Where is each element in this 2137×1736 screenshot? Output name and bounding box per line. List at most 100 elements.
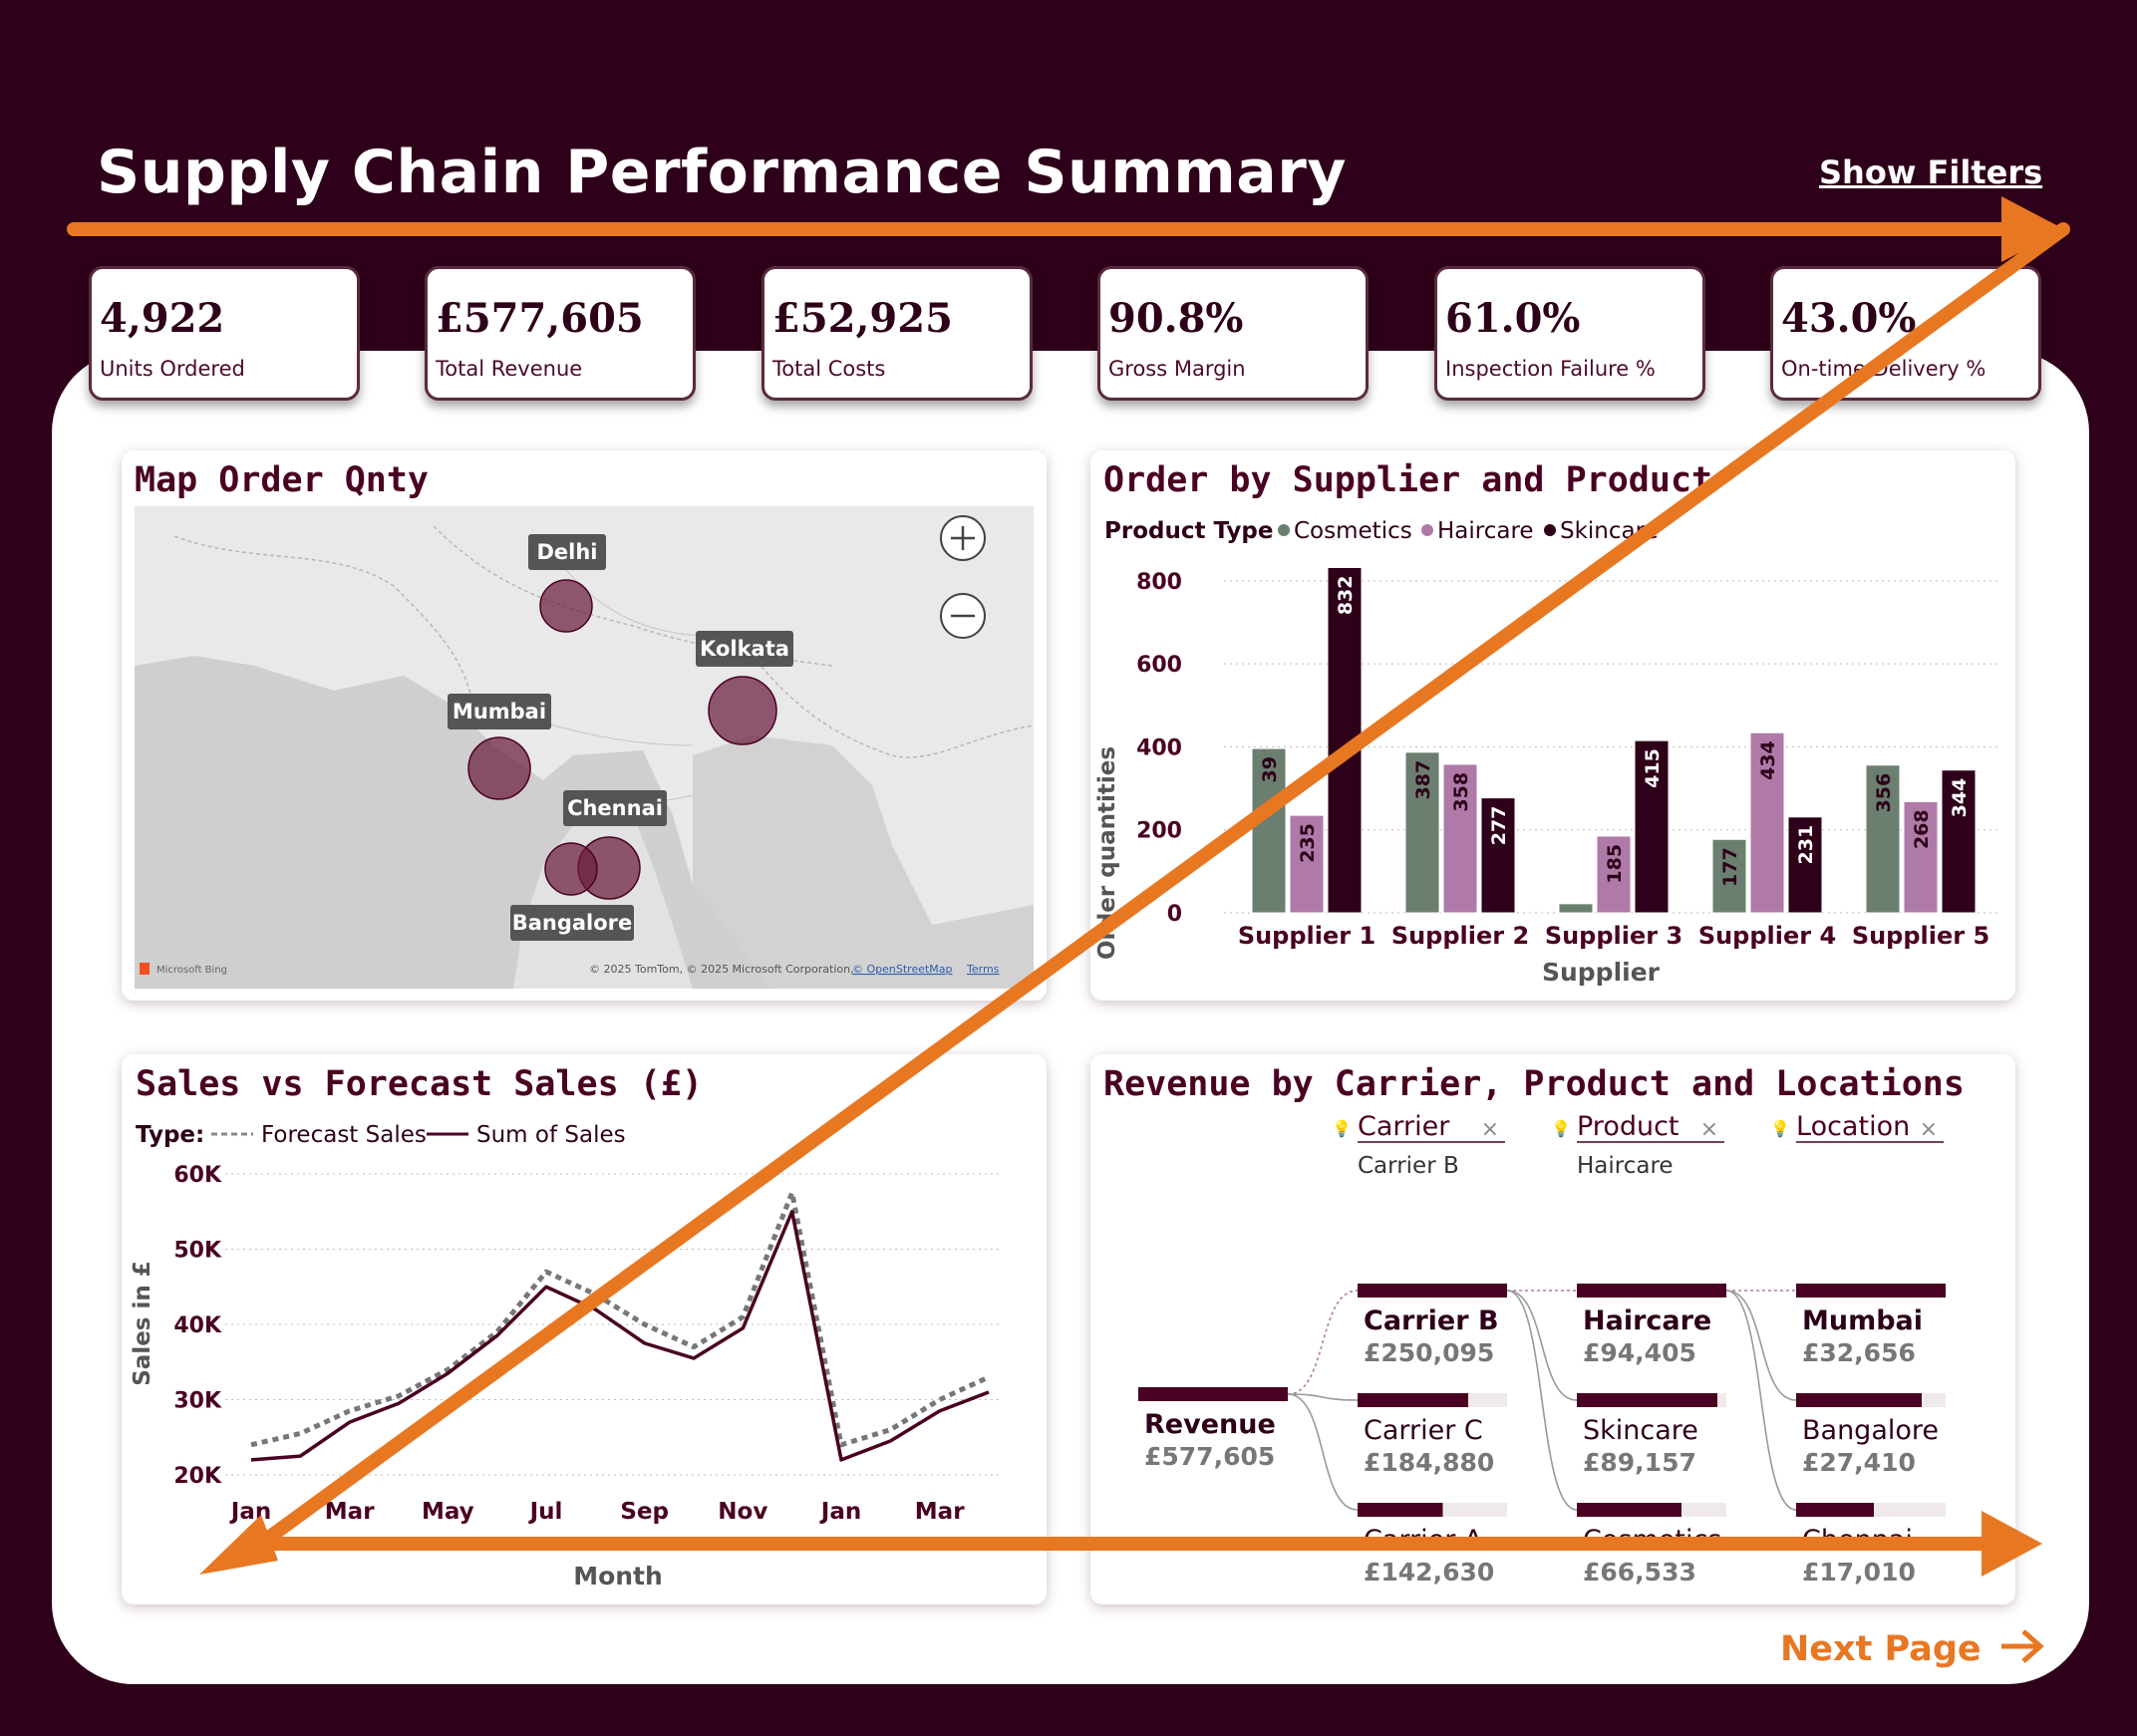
bar-cosmetics[interactable] [1558,903,1594,914]
x-tick-label: Jan [819,1499,861,1525]
kpi-label: Units Ordered [100,357,245,381]
bar-haircare[interactable] [1442,763,1478,914]
node-value: £142,630 [1364,1558,1494,1587]
kpi-label: Inspection Failure % [1445,357,1656,381]
next-page-label: Next Page [1780,1629,1982,1669]
decomposition-tree-card: Revenue by Carrier, Product and Location… [1090,1054,2015,1604]
sales-line-chart[interactable]: Type: Forecast Sales Sum of Sales 20K 30K… [122,1054,1047,1604]
bar-data-label: 356 [1873,773,1895,813]
filter-product[interactable]: 💡 Product × Haircare [1551,1111,1724,1179]
node-bar [1796,1284,1946,1298]
tree-link [1725,1290,1797,1401]
node-value: £577,605 [1144,1442,1275,1471]
page-title: Supply Chain Performance Summary [97,138,1347,207]
close-icon[interactable]: × [1481,1117,1499,1142]
legend-title: Product Type [1104,518,1274,544]
bar-cosmetics[interactable] [1711,838,1747,914]
kpi-card-total-revenue: £577,605 Total Revenue [425,266,696,401]
y-tick-label: 40K [173,1313,222,1338]
node-bar [1796,1503,1874,1517]
bar-data-label: 358 [1450,772,1472,812]
supplier-chart-card: Order by Supplier and Product Product Ty… [1090,450,2015,1001]
reading-path-line [252,222,2070,1552]
sum-of-sales-line[interactable] [250,1210,990,1462]
bar-cosmetics[interactable] [1251,747,1287,914]
filter-label: Product [1577,1111,1679,1142]
x-tick-label: Jan [229,1499,271,1525]
bar-haircare[interactable] [1903,800,1939,914]
zoom-out-button[interactable] [940,593,986,639]
y-tick-label: 0 [1167,902,1182,927]
tree-link [1506,1290,1578,1401]
node-bar [1138,1387,1288,1401]
x-axis-label: Month [573,1562,663,1591]
node-bar [1358,1393,1468,1407]
map-bubble-bangalore[interactable] [544,842,598,896]
bar-data-label: 415 [1642,748,1664,788]
node-bar [1577,1503,1681,1517]
decomposition-tree[interactable]: 💡 Carrier × Carrier B 💡 Product × Hairca… [1090,1054,2015,1604]
x-tick-label: May [422,1499,474,1525]
bar-cosmetics[interactable] [1404,751,1440,914]
bar-haircare[interactable] [1596,835,1632,914]
lightbulb-icon: 💡 [1551,1119,1571,1138]
y-tick-label: 60K [173,1163,222,1188]
bar-skincare[interactable] [1634,739,1670,914]
tree-link [1287,1393,1359,1511]
legend-marker-cosmetics [1278,524,1290,536]
supplier-bar-chart[interactable]: Product Type Cosmetics Haircare Skincare… [1090,450,2015,1001]
filter-location[interactable]: 💡 Location × [1770,1111,1944,1143]
y-tick-label: 800 [1136,570,1182,595]
show-filters-link[interactable]: Show Filters [1819,153,2043,191]
kpi-value: 43.0% [1781,295,1917,342]
kpi-value: 4,922 [100,295,225,342]
bar-haircare[interactable] [1289,814,1325,914]
terms-link[interactable]: Terms [966,963,1000,976]
y-tick-label: 30K [173,1389,222,1414]
bar-cosmetics[interactable] [1865,764,1901,914]
lightbulb-icon: 💡 [1770,1119,1790,1138]
node-bar [1358,1503,1443,1517]
x-tick-label: Sep [620,1499,669,1525]
map-canvas[interactable]: Delhi Kolkata Mumbai Chennai Bangalore M… [135,506,1034,989]
bar-data-label: 832 [1335,575,1357,615]
tree-link [1287,1393,1359,1401]
kpi-value: £577,605 [436,295,644,342]
next-page-button[interactable]: Next Page [1780,1628,2045,1669]
node-value: £94,405 [1583,1338,1696,1367]
x-tick-label: Mar [915,1499,965,1525]
bay-area [693,735,1034,989]
map-label-chennai: Chennai [567,796,663,820]
map-bubble-kolkata[interactable] [708,676,777,745]
map-bubble-delhi[interactable] [539,579,593,633]
node-label: Revenue [1144,1409,1276,1440]
zoom-in-button[interactable] [940,515,986,561]
kpi-value: 90.8% [1108,295,1244,342]
filter-carrier[interactable]: 💡 Carrier × Carrier B [1332,1111,1505,1179]
filter-value: Carrier B [1358,1153,1459,1179]
x-tick-label: Nov [718,1499,767,1525]
kpi-label: Gross Margin [1108,357,1246,381]
node-label: Bangalore [1802,1415,1939,1446]
node-label: Haircare [1583,1305,1711,1336]
filter-value: Haircare [1577,1153,1674,1179]
x-tick-label: Supplier 4 [1698,922,1836,950]
map-bubble-mumbai[interactable] [467,736,531,800]
arrow-head-icon [199,1515,278,1575]
kpi-label: Total Costs [772,357,886,381]
close-icon[interactable]: × [1920,1117,1938,1142]
forecast-sales-line[interactable] [250,1190,991,1448]
x-tick-label: Mar [325,1499,375,1525]
bar-skincare[interactable] [1941,769,1977,914]
openstreetmap-link[interactable]: © OpenStreetMap [852,963,953,976]
bar-skincare[interactable] [1787,816,1823,914]
map-label-mumbai: Mumbai [453,700,546,723]
bar-haircare[interactable] [1749,731,1785,914]
bar-skincare[interactable] [1480,797,1516,914]
lightbulb-icon: 💡 [1332,1119,1352,1138]
arrow-right-icon [2000,1629,2044,1663]
filter-label: Carrier [1358,1111,1450,1142]
close-icon[interactable]: × [1700,1117,1718,1142]
legend-marker-haircare [1421,524,1433,536]
